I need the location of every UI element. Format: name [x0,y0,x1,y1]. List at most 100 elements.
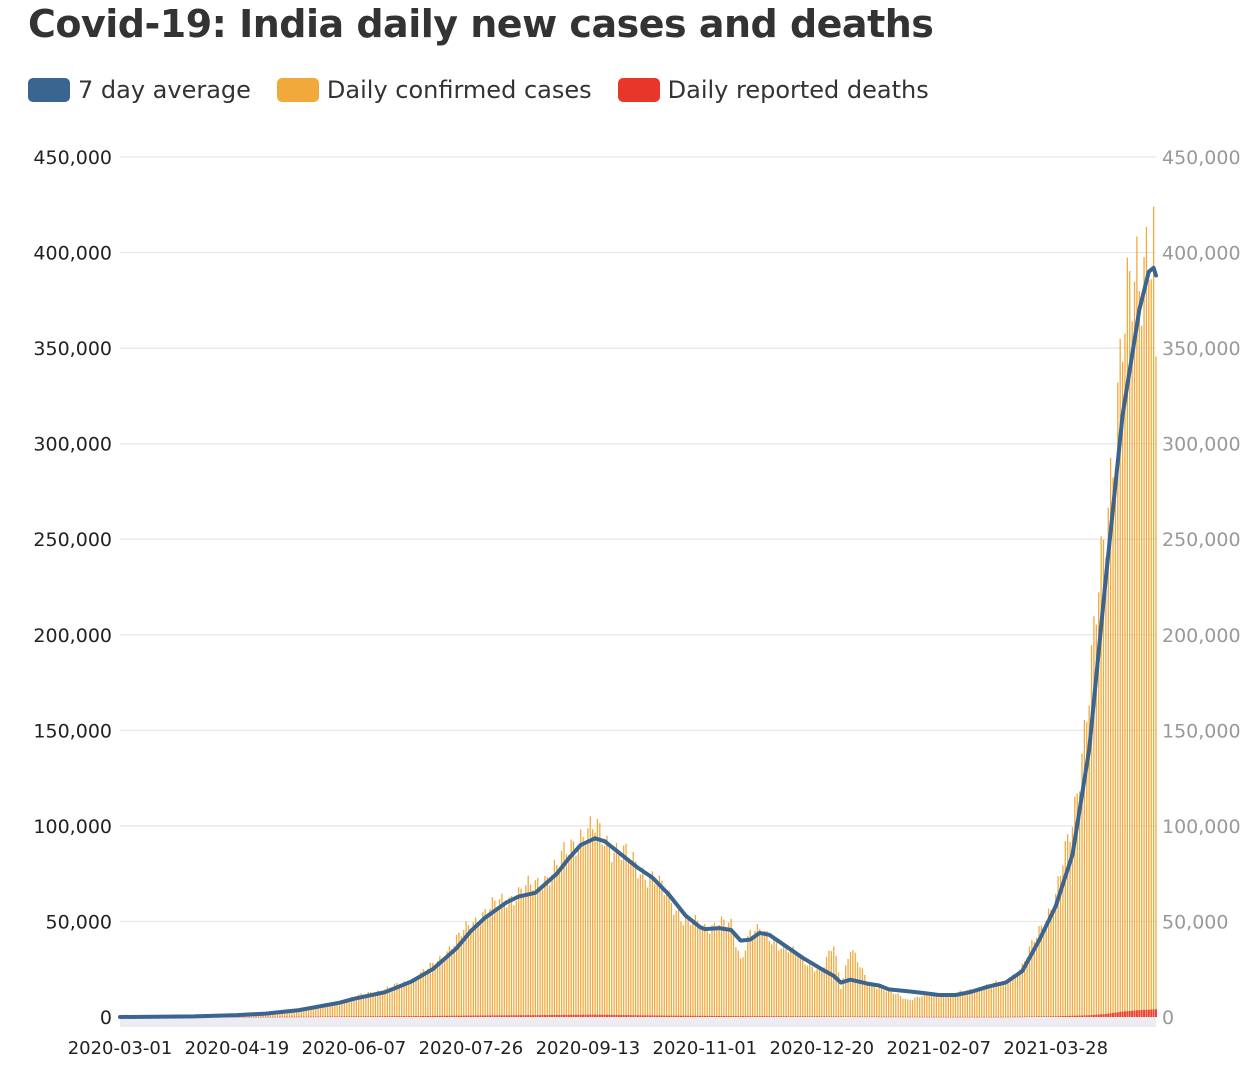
deaths-bar [899,1016,902,1018]
cases-bar [379,991,381,1017]
cases-bar [403,981,405,1017]
deaths-bar [773,1016,776,1017]
deaths-bar [863,1016,866,1018]
cases-bar [1069,841,1071,1017]
cases-bar [1033,941,1035,1017]
cases-bar [515,900,517,1017]
deaths-bar [847,1016,850,1018]
deaths-bar [897,1016,900,1018]
cases-bar [739,958,742,1017]
deaths-bar [608,1014,611,1017]
deaths-bar [875,1016,878,1018]
deaths-bar [240,1016,243,1018]
cases-bar [570,839,572,1017]
cases-bar [479,924,482,1017]
cases-bar [670,903,673,1017]
y-tick-label-right: 400,000 [1162,243,1241,265]
cases-bar [463,930,465,1017]
deaths-bar [369,1016,372,1017]
cases-bar [501,893,503,1017]
deaths-bar [400,1016,403,1017]
legend-swatch-daily-reported-deaths [617,78,660,102]
cases-bar [489,908,491,1017]
deaths-bar [295,1016,298,1018]
cases-bar [565,854,568,1017]
deaths-bar [348,1016,351,1017]
legend-item-daily-confirmed-cases[interactable]: Daily confirmed cases [276,76,592,104]
cases-bar [825,956,828,1017]
deaths-bar [844,1016,847,1018]
cases-bar [976,988,978,1017]
cases-bar [1095,624,1097,1017]
cases-bar [840,989,842,1017]
deaths-bar [651,1015,654,1017]
deaths-bar [491,1015,494,1017]
legend-swatch-7-day-average [28,78,70,102]
cases-bar [914,997,916,1017]
cases-bar [1124,333,1126,1017]
cases-bar [947,996,949,1017]
cases-bar [353,996,355,1017]
cases-bar [1136,236,1138,1017]
cases-bar [424,970,427,1017]
deaths-bar [696,1015,699,1017]
cases-bar [802,957,804,1017]
deaths-bar [901,1016,904,1018]
deaths-bar [859,1016,861,1018]
deaths-bar [913,1016,916,1018]
cases-bar [1064,841,1066,1017]
y-tick-label-right: 450,000 [1162,147,1241,169]
deaths-bar [1109,1013,1112,1017]
x-tick-label: 2020-09-13 [536,1038,641,1059]
deaths-bar [730,1016,733,1017]
cases-bar [823,967,825,1017]
cases-bar [563,842,565,1017]
deaths-bar [1023,1016,1026,1018]
deaths-bar [820,1016,823,1017]
cases-bar [938,997,940,1017]
cases-bar [658,875,661,1017]
cases-bar [274,1012,276,1017]
cases-bar [768,940,770,1017]
deaths-bar [1028,1016,1031,1018]
cases-bar [895,994,897,1017]
y-tick-label-left: 250,000 [33,529,112,551]
deaths-bar [274,1016,277,1018]
cases-bar [427,968,429,1017]
deaths-bar [622,1015,625,1017]
cases-bar [902,998,904,1017]
deaths-bar [796,1016,799,1017]
cases-bar [907,999,909,1017]
cases-bar [1057,876,1059,1017]
legend-item-daily-reported-deaths[interactable]: Daily reported deaths [617,76,929,104]
deaths-bar [333,1016,336,1018]
deaths-bar [527,1015,530,1017]
cases-bar [1131,321,1133,1017]
deaths-bar [887,1016,890,1018]
legend-item-7-day-average[interactable]: 7 day average [28,76,251,104]
deaths-bar [503,1015,506,1017]
deaths-bar [947,1016,950,1018]
cases-bar [1062,865,1064,1017]
cases-bar [1121,361,1124,1017]
deaths-bar [572,1014,575,1017]
deaths-bar [921,1016,924,1018]
cases-bar [911,1000,914,1017]
cases-bar [1012,974,1014,1017]
deaths-bar [811,1016,814,1017]
cases-bar [873,985,875,1017]
deaths-bar [672,1015,675,1017]
cases-bar [966,989,969,1017]
cases-bar [1021,963,1023,1017]
deaths-bar [765,1016,768,1017]
deaths-bar [916,1016,919,1018]
deaths-bar [679,1015,682,1017]
deaths-bar [1126,1011,1129,1017]
deaths-bar [560,1014,563,1017]
cases-bar [737,950,739,1017]
deaths-bar [703,1015,706,1017]
deaths-bar [293,1016,296,1018]
cases-bar [978,987,981,1017]
deaths-bar [489,1015,491,1017]
deaths-bar [894,1016,897,1018]
